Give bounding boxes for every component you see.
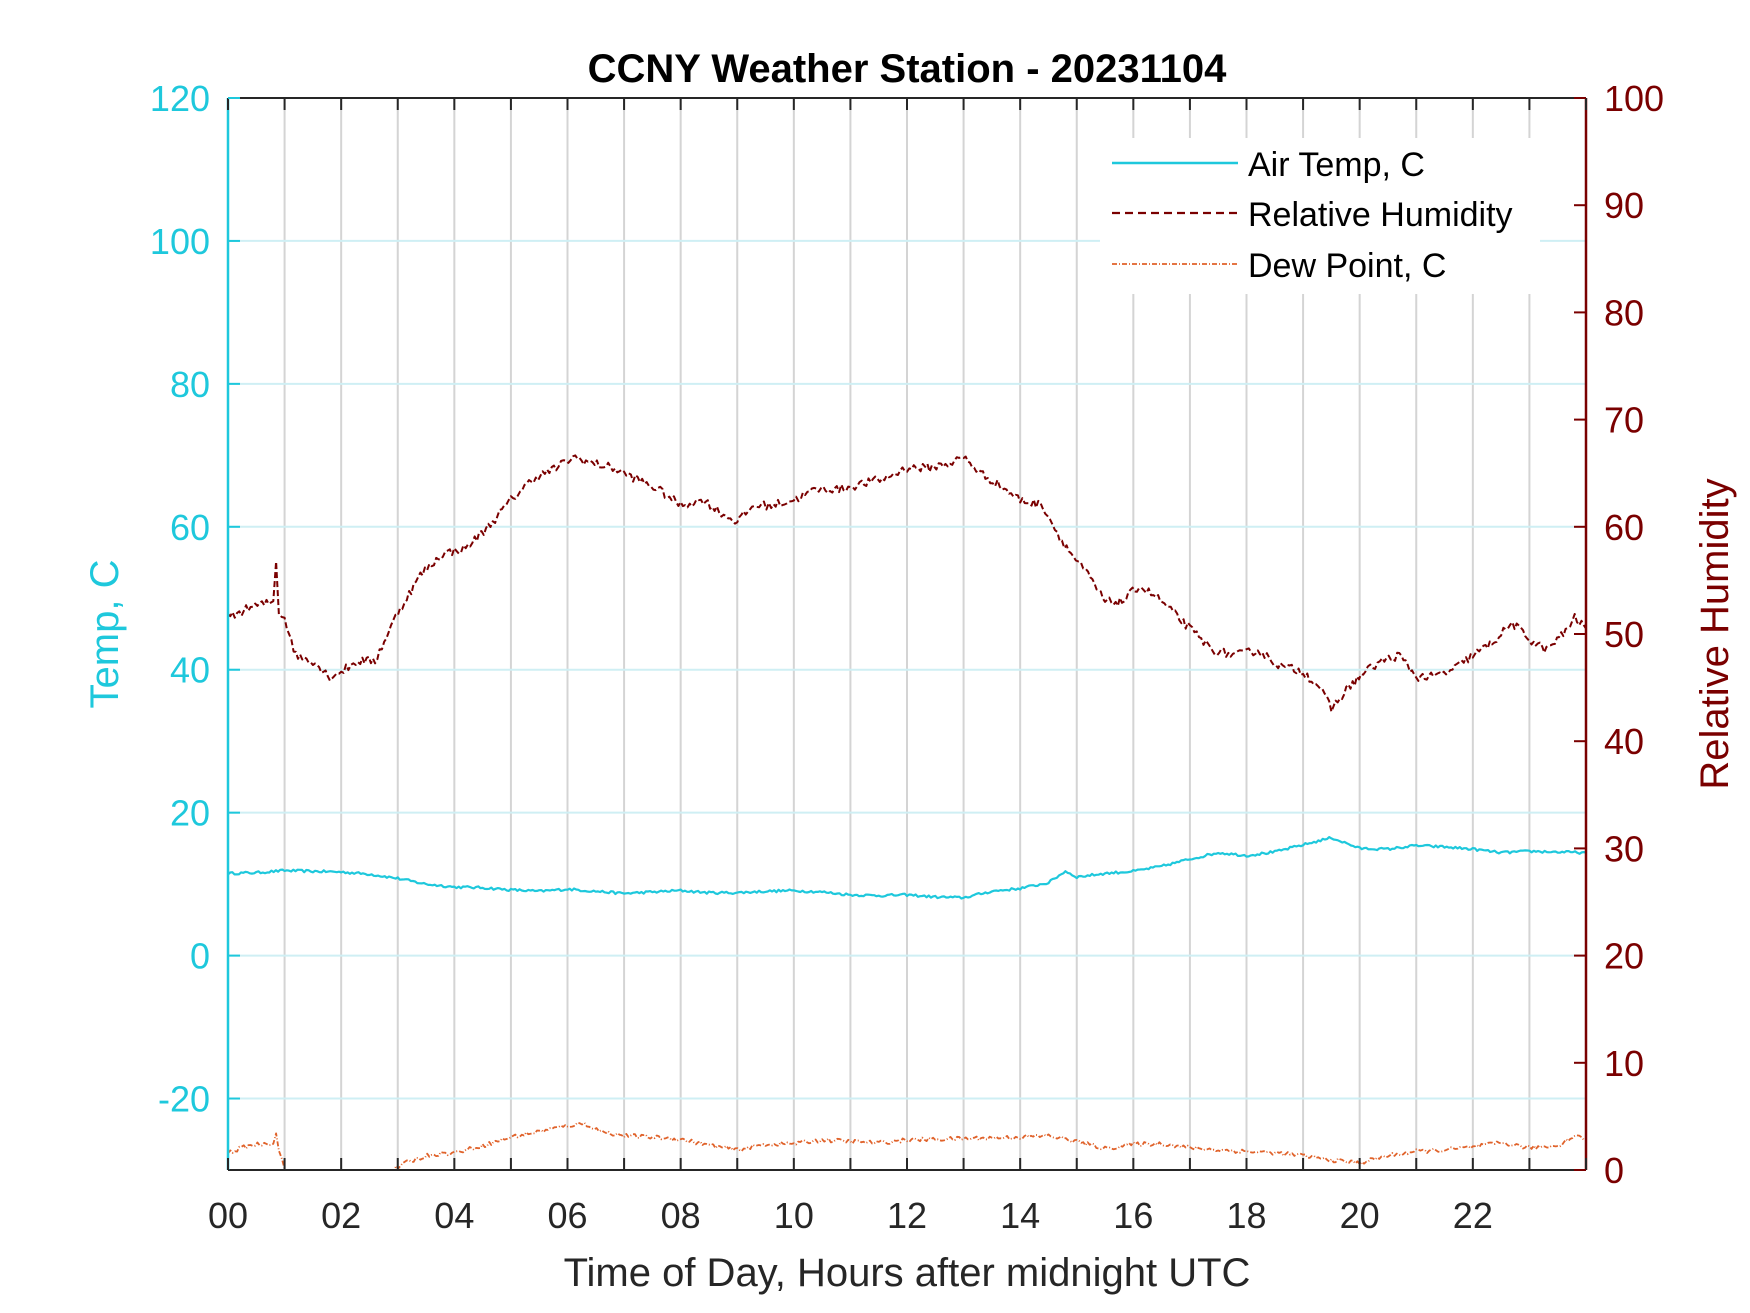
series-relative-humidity — [228, 454, 1586, 713]
y-left-tick-label: 0 — [190, 936, 210, 977]
legend-label-relative-humidity: Relative Humidity — [1248, 196, 1513, 234]
x-tick-label: 08 — [661, 1195, 701, 1236]
x-tick-label: 22 — [1453, 1195, 1493, 1236]
y-left-tick-label: 120 — [150, 78, 210, 119]
y-right-tick-label: 50 — [1604, 614, 1644, 655]
x-tick-label: 12 — [887, 1195, 927, 1236]
y-left-tick-label: -20 — [158, 1079, 210, 1120]
y-right-tick-label: 0 — [1604, 1150, 1624, 1191]
x-tick-label: 14 — [1000, 1195, 1040, 1236]
y-left-tick-label: 20 — [170, 793, 210, 834]
series-dew-point — [228, 1121, 1586, 1170]
legend: Air Temp, C Relative Humidity Dew Point,… — [1100, 138, 1540, 294]
x-tick-label: 20 — [1340, 1195, 1380, 1236]
y-axis-left-label: Temp, C — [83, 560, 127, 709]
legend-label-dew-point: Dew Point, C — [1248, 247, 1446, 285]
chart-title: CCNY Weather Station - 20231104 — [588, 47, 1228, 91]
x-tick-label: 18 — [1226, 1195, 1266, 1236]
x-axis-label: Time of Day, Hours after midnight UTC — [564, 1251, 1251, 1295]
y-axis-right-label: Relative Humidity — [1693, 478, 1737, 789]
x-tick-label: 16 — [1113, 1195, 1153, 1236]
y-right-tick-label: 70 — [1604, 400, 1644, 441]
y-left-tick-label: 60 — [170, 507, 210, 548]
x-tick-label: 04 — [434, 1195, 474, 1236]
series-air-temp — [228, 836, 1586, 900]
x-tick-label: 10 — [774, 1195, 814, 1236]
y-right-tick-label: 60 — [1604, 507, 1644, 548]
axes-layer: 00 02 04 06 08 10 12 14 16 18 20 22-200204060801001… — [150, 78, 1664, 1236]
series-layer — [228, 454, 1586, 1170]
y-right-tick-label: 100 — [1604, 78, 1664, 119]
y-right-tick-label: 80 — [1604, 292, 1644, 333]
y-right-tick-label: 90 — [1604, 185, 1644, 226]
y-left-tick-label: 40 — [170, 650, 210, 691]
y-right-tick-label: 10 — [1604, 1043, 1644, 1084]
y-left-tick-label: 80 — [170, 364, 210, 405]
y-right-tick-label: 20 — [1604, 936, 1644, 977]
x-tick-label: 06 — [547, 1195, 587, 1236]
grid-layer — [228, 98, 1586, 1170]
y-left-tick-label: 100 — [150, 221, 210, 262]
y-right-tick-label: 40 — [1604, 721, 1644, 762]
x-tick-label: 02 — [321, 1195, 361, 1236]
y-right-tick-label: 30 — [1604, 828, 1644, 869]
x-tick-label: 00 — [208, 1195, 248, 1236]
legend-label-air-temp: Air Temp, C — [1248, 146, 1425, 184]
